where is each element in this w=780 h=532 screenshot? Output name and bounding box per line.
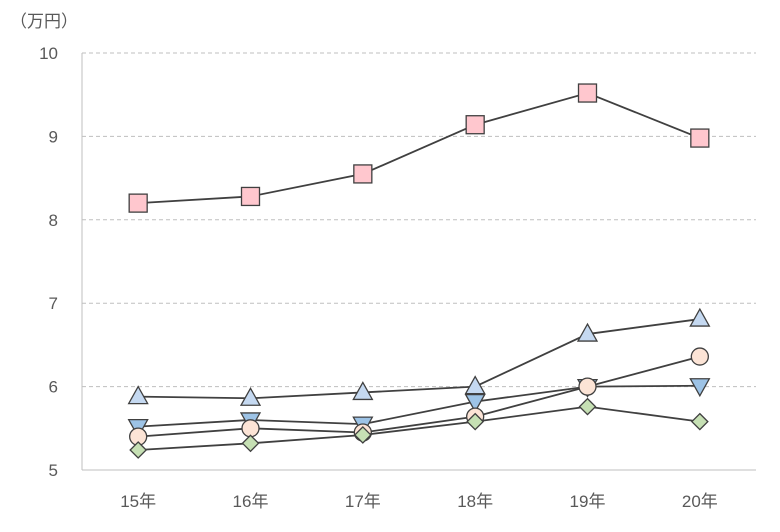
series-line [138,355,701,438]
data-point [240,186,261,207]
x-tick-label: 17年 [345,492,381,511]
axes [81,53,756,471]
tick-labels: 5 6 7 8 9 10 15年 16年 17年 18年 19年 20年 [39,44,718,511]
data-point [128,193,148,213]
data-point [241,434,260,453]
series-circle [129,347,709,446]
data-point [464,375,486,395]
series-line [138,92,701,205]
series-square [128,83,710,213]
data-point [352,381,374,401]
data-point [353,426,372,444]
y-unit-label: （万円） [10,12,78,31]
data-point [690,347,709,366]
y-tick-label: 9 [49,127,58,146]
data-point [689,307,711,327]
x-tick-label: 18年 [457,492,493,511]
data-point [577,83,598,103]
grid-lines [82,52,756,388]
y-tick-label: 6 [49,378,58,397]
data-point [464,393,486,413]
data-point [466,412,485,431]
series-group [127,83,711,459]
data-point [127,385,149,405]
data-point [129,441,148,459]
data-point [578,377,597,396]
y-tick-label: 10 [39,44,58,63]
data-point [239,386,262,406]
data-point [465,115,485,135]
data-point [578,397,597,416]
series-triangle-up [127,307,711,406]
series-line [138,384,700,428]
data-point [689,378,711,398]
y-tick-label: 5 [49,461,58,480]
x-tick-label: 19年 [570,492,606,511]
series-diamond [129,397,709,459]
x-tick-label: 20年 [682,492,718,511]
y-tick-label: 7 [49,294,58,313]
data-point [241,419,260,438]
data-point [353,164,373,184]
data-point [690,128,710,148]
data-point [576,322,599,342]
data-point [690,412,709,431]
x-tick-label: 15年 [120,492,156,511]
series-line [138,405,700,451]
y-tick-label: 8 [49,211,58,230]
x-tick-label: 16年 [233,492,269,511]
series-line [138,318,700,400]
